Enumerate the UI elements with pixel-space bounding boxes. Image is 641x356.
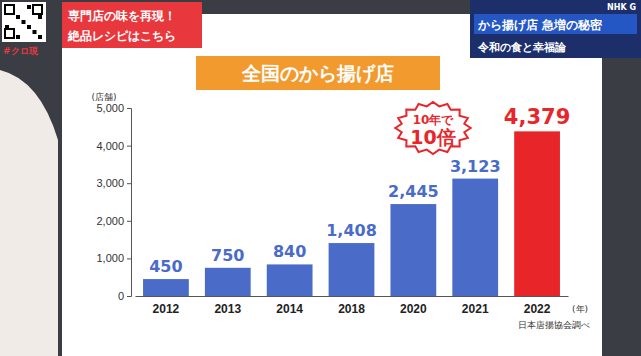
- y-tick: 4,000: [96, 140, 131, 152]
- promo-box: [62, 2, 202, 48]
- y-tick: 0: [118, 290, 131, 302]
- x-tick: 2018: [338, 296, 365, 316]
- bar: [452, 179, 498, 296]
- title-banner: [196, 56, 440, 90]
- title: 全国のから揚げ店: [241, 62, 394, 84]
- qr-dot: [33, 30, 37, 34]
- source: 日本唐揚協会調べ: [518, 320, 590, 330]
- annotation: 10年で: [413, 113, 455, 127]
- x-tick: 2022: [524, 296, 551, 316]
- screen: #クロ現 専門店の味を再現！ 絶品レシピはこちら から揚げ店 急増の秘密令和の食と幸福…: [0, 0, 641, 356]
- qr-dot: [27, 25, 31, 29]
- background: [0, 0, 641, 356]
- qr-finder: [5, 29, 14, 38]
- y-tick-mark: [127, 146, 131, 147]
- qr-dot: [16, 15, 20, 19]
- qr-dot: [16, 35, 20, 39]
- promo-text: 絶品レシピはこちら: [67, 29, 176, 43]
- x-tick-label: 2022: [524, 302, 551, 316]
- x-tick-label: 2014: [276, 302, 303, 316]
- x-axis: 2012 2013 2014 2018 2020 2021 2022: [136, 296, 569, 316]
- y-tick: 5,000: [96, 102, 131, 114]
- hashtag: #クロ現: [3, 46, 39, 56]
- y-tick-mark: [127, 296, 131, 297]
- promo-text: 専門店の味を再現！: [67, 9, 176, 23]
- qr-dot: [5, 25, 9, 29]
- bars: [143, 131, 560, 296]
- bar: [143, 279, 189, 296]
- bar: [267, 264, 313, 296]
- headline-band: [474, 14, 637, 34]
- y-tick-mark: [127, 108, 131, 109]
- x-tick: 2020: [400, 296, 427, 316]
- board: [62, 14, 602, 356]
- data-label: 450: [149, 257, 182, 276]
- y-tick-label: 0: [118, 290, 124, 302]
- bar: [205, 268, 251, 296]
- channel-logo: NHK G: [607, 3, 636, 12]
- y-tick: 1,000: [96, 252, 131, 264]
- y-tick-label: 5,000: [96, 102, 124, 114]
- x-tick: 2014: [276, 296, 303, 316]
- data-label: 750: [211, 246, 244, 265]
- x-tick: 2012: [153, 296, 180, 316]
- y-tick: 3,000: [96, 177, 131, 189]
- bar: [390, 204, 436, 296]
- y-axis-title: (店舗): [91, 92, 116, 102]
- qr-finder: [33, 5, 42, 14]
- bar: [514, 131, 560, 296]
- qr-dot: [22, 20, 26, 24]
- headline: から揚げ店 急増の秘密: [477, 18, 603, 32]
- y-axis: 0 1,000 2,000 3,000 4,000 5,000: [96, 102, 131, 302]
- x-axis-line: [136, 296, 569, 297]
- x-tick-label: 2018: [338, 302, 365, 316]
- y-axis-line: [127, 109, 132, 297]
- x-tick: 2013: [214, 296, 241, 316]
- presenter: [0, 70, 58, 356]
- annotation: 10倍: [410, 126, 455, 148]
- qr-dot: [27, 5, 31, 9]
- data-labels: 450 750 840 1,408 2,445 3,123 4,379: [149, 105, 570, 276]
- y-tick-label: 4,000: [96, 140, 124, 152]
- data-label: 2,445: [388, 182, 439, 201]
- data-label: 3,123: [450, 157, 501, 176]
- y-tick-mark: [127, 183, 131, 184]
- qr-finder: [5, 5, 14, 14]
- data-label: 4,379: [504, 105, 570, 129]
- y-tick-label: 3,000: [96, 177, 124, 189]
- data-label: 1,408: [326, 221, 377, 240]
- x-tick-label: 2021: [462, 302, 489, 316]
- bar: [329, 243, 375, 296]
- qr-dot: [38, 15, 42, 19]
- y-tick-label: 2,000: [96, 215, 124, 227]
- qr-dot: [38, 35, 42, 39]
- qr-code: [2, 2, 46, 42]
- annotation-burst: [395, 102, 470, 154]
- subheadline: 令和の食と幸福論: [477, 41, 567, 54]
- y-tick: 2,000: [96, 215, 131, 227]
- qr-bg: [2, 2, 46, 42]
- x-tick-label: 2013: [214, 302, 241, 316]
- data-label: 840: [273, 242, 306, 261]
- headline-box: [470, 0, 641, 58]
- x-tick-label: 2020: [400, 302, 427, 316]
- x-tick-label: 2012: [153, 302, 180, 316]
- x-axis-title: (年): [572, 304, 588, 314]
- y-tick-mark: [127, 258, 131, 259]
- y-tick-mark: [127, 221, 131, 222]
- y-tick-label: 1,000: [96, 252, 124, 264]
- x-tick: 2021: [462, 296, 489, 316]
